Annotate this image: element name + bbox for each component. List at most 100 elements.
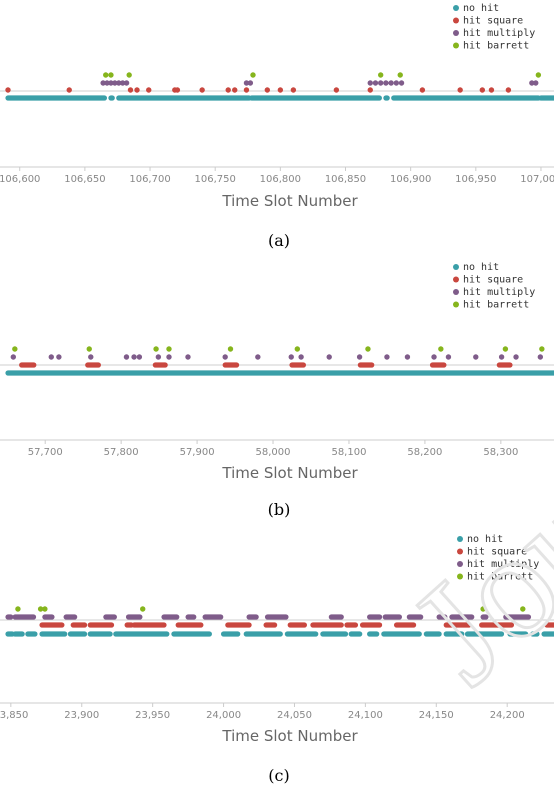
data-point bbox=[42, 606, 48, 612]
data-point bbox=[277, 87, 284, 93]
data-point bbox=[488, 87, 495, 93]
data-point bbox=[419, 87, 426, 93]
data-point bbox=[479, 87, 486, 93]
data-point bbox=[384, 354, 390, 360]
legend-swatch-hit-barrett bbox=[457, 573, 463, 580]
x-tick-label: 106,950 bbox=[455, 174, 496, 185]
data-point bbox=[431, 354, 437, 360]
data-point bbox=[66, 87, 72, 93]
legend-swatch-no-hit bbox=[457, 536, 463, 542]
data-point bbox=[388, 80, 394, 86]
panel-caption: (c) bbox=[268, 766, 289, 785]
x-tick-label: 106,650 bbox=[64, 174, 105, 185]
x-axis-title: Time Slot Number bbox=[221, 464, 358, 482]
data-point bbox=[56, 354, 62, 360]
x-tick-label: 58,300 bbox=[483, 447, 518, 458]
x-tick-label: 107,000 bbox=[520, 174, 554, 185]
data-point bbox=[367, 87, 373, 93]
data-point bbox=[397, 72, 403, 78]
data-point bbox=[108, 72, 114, 78]
chart-panel-a: 106,600 106,650 106,700 106,750 106,800 106,8… bbox=[0, 3, 554, 250]
x-tick-label: 106,750 bbox=[195, 174, 236, 185]
data-point bbox=[377, 80, 384, 86]
data-point bbox=[243, 87, 250, 93]
legend-swatch-hit-square bbox=[457, 548, 463, 555]
data-point bbox=[166, 346, 172, 352]
legend-swatch-hit-multiply bbox=[453, 289, 459, 295]
x-tick-label: 24,000 bbox=[206, 710, 241, 721]
data-point bbox=[398, 80, 405, 86]
x-tick-label: 24,150 bbox=[419, 710, 454, 721]
data-point bbox=[513, 354, 519, 360]
data-point bbox=[480, 606, 486, 612]
data-point bbox=[136, 354, 143, 360]
legend-swatch-no-hit bbox=[453, 264, 459, 270]
data-point bbox=[126, 72, 132, 78]
data-point bbox=[86, 346, 92, 352]
data-point bbox=[155, 354, 162, 360]
data-point bbox=[232, 87, 238, 93]
data-point bbox=[123, 80, 130, 86]
data-point bbox=[250, 72, 256, 78]
data-point bbox=[48, 354, 54, 360]
data-point bbox=[134, 87, 140, 93]
data-point bbox=[15, 606, 21, 612]
x-tick-label: 57,700 bbox=[28, 447, 63, 458]
data-point bbox=[372, 80, 379, 86]
series-hit-square bbox=[5, 87, 512, 93]
series-hit-barrett bbox=[103, 72, 542, 78]
data-point bbox=[457, 87, 463, 93]
data-point bbox=[445, 354, 452, 360]
data-point bbox=[529, 80, 535, 86]
legend-swatch-hit-barrett bbox=[453, 42, 459, 49]
data-point bbox=[127, 87, 134, 93]
data-point bbox=[505, 87, 512, 93]
x-tick-label: 57,800 bbox=[104, 447, 139, 458]
data-point bbox=[537, 354, 544, 360]
x-tick-label: 23,950 bbox=[135, 710, 170, 721]
legend-swatch-hit-square bbox=[453, 276, 459, 283]
data-point bbox=[247, 80, 254, 86]
x-axis-title: Time Slot Number bbox=[221, 192, 358, 210]
panel-caption: (a) bbox=[268, 231, 290, 250]
data-point bbox=[520, 606, 526, 612]
x-axis-title: Time Slot Number bbox=[221, 727, 358, 745]
data-point bbox=[100, 80, 106, 86]
data-point bbox=[498, 354, 505, 360]
data-point bbox=[5, 87, 11, 93]
data-point bbox=[153, 346, 159, 352]
data-point bbox=[131, 354, 137, 360]
data-point bbox=[166, 354, 172, 360]
x-tick-label: 106,850 bbox=[325, 174, 366, 185]
data-point bbox=[298, 354, 304, 360]
series-hit-barrett bbox=[15, 606, 526, 612]
legend-label-hit-multiply: hit multiply bbox=[463, 28, 535, 39]
x-tick-label: 57,900 bbox=[180, 447, 215, 458]
data-point bbox=[288, 354, 294, 360]
data-point bbox=[225, 87, 231, 93]
x-tick-label: 106,900 bbox=[390, 174, 431, 185]
data-point bbox=[365, 346, 371, 352]
legend-swatch-hit-square bbox=[453, 17, 459, 24]
legend-label-no-hit: no hit bbox=[463, 3, 499, 14]
data-point bbox=[535, 72, 542, 78]
x-tick-label: 58,200 bbox=[407, 447, 442, 458]
x-tick-label: 23,900 bbox=[64, 710, 99, 721]
data-point bbox=[404, 354, 411, 360]
chart-panel-c: 23,850 23,900 23,950 24,000 24,050 24,100 24,1… bbox=[0, 534, 554, 785]
data-point bbox=[12, 346, 18, 352]
data-point bbox=[119, 80, 126, 86]
legend-label-hit-square: hit square bbox=[463, 275, 523, 286]
data-point bbox=[383, 80, 389, 86]
x-tick-label: 23,850 bbox=[0, 710, 28, 721]
data-point bbox=[108, 80, 114, 86]
data-point bbox=[255, 354, 261, 360]
legend-label-no-hit: no hit bbox=[467, 534, 503, 545]
legend-label-hit-barrett: hit barrett bbox=[463, 300, 529, 311]
data-point bbox=[393, 80, 400, 86]
data-point bbox=[140, 606, 146, 612]
data-point bbox=[367, 80, 373, 86]
legend-swatch-hit-barrett bbox=[453, 301, 459, 308]
